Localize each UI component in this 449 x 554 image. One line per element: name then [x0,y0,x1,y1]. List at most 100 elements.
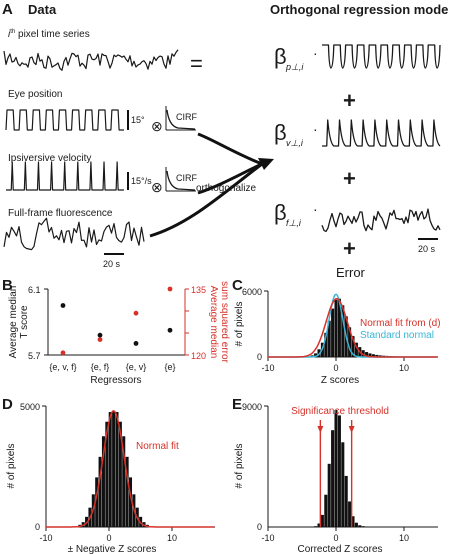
fluorescence-label: Full-frame fluorescence [8,208,113,219]
b-error-point [133,310,139,316]
panel-c-label: C [232,277,243,294]
panel-a-label: A [2,1,13,18]
c-xtick-1: -10 [261,363,274,373]
d-xlabel: ± Negative Z scores [68,544,157,554]
equals-sign: = [190,51,203,76]
svg-text:p⊥,i: p⊥,i [285,62,304,72]
eye-scale-label: 15° [131,115,145,125]
b-right-tick-120: 120 [191,351,206,361]
c-histogram-bar [368,353,372,357]
cirf-label-1: CIRF [176,112,197,122]
e-histogram-bar [361,526,365,527]
c-histogram-bar [334,299,338,357]
b-category-1: {e, v, f} [49,362,76,372]
c-histogram-bar [327,320,331,357]
d-xtick-2: 0 [106,533,111,543]
c-ytick-top: 6000 [242,287,262,297]
e-histogram-bar [314,526,318,527]
e-histogram-bar [341,442,345,527]
d-histogram-bar [115,412,119,527]
b-right-ylabel-2: sum squared error [219,281,230,363]
e-histogram-bar [317,523,321,527]
e-threshold-arrow [317,426,324,433]
e-xtick-2: 0 [333,533,338,543]
d-normal-fit-curve [46,410,215,528]
d-ytick-top: 5000 [20,402,40,412]
svg-text:β: β [274,44,287,69]
d-xtick-3: 10 [167,533,177,543]
d-legend-red: Normal fit [136,441,179,452]
model-position-trace [322,44,441,69]
b-left-tick-top: 6.1 [28,285,41,295]
c-histogram-bar [371,354,375,357]
c-histogram-bar [348,327,352,357]
b-t-score-point [97,332,103,338]
b-right-tick-135: 135 [191,285,206,295]
d-xtick-1: -10 [39,533,52,543]
plus-sign-1: + [343,88,356,113]
model-header: Orthogonal regression model [270,2,449,17]
e-histogram-bar [327,463,331,527]
orthogonalize-label: orthogonalize [196,183,256,194]
pixel-label: ith pixel time series [8,29,90,40]
b-left-ylabel-1: Average median [8,286,19,359]
time-bar-left-label: 20 s [103,259,121,269]
b-xlabel: Regressors [90,375,141,386]
e-histogram-bar [320,514,324,527]
beta-v-term: β v⊥,i · [274,120,318,148]
svg-text:·: · [313,45,318,61]
e-histogram-bar [337,415,341,527]
e-threshold-label: Significance threshold [291,406,389,417]
convolve-icon-1: ⊗ [151,118,163,134]
plus-sign-2: + [343,166,356,191]
d-histogram-bar [122,436,126,527]
d-histogram-bar [125,456,129,527]
c-histogram-bar [351,336,355,357]
svg-text:·: · [313,121,318,137]
c-xtick-3: 10 [399,363,409,373]
d-histogram-bar [118,421,122,527]
c-histogram-bar [375,354,379,357]
d-histogram-bar [108,412,112,527]
svg-text:·: · [313,201,318,217]
cirf-icon-1 [165,106,196,131]
c-legend-blue: Standard normal [360,330,434,341]
b-t-score-point [60,303,66,308]
b-t-score-point [167,327,173,333]
b-left-tick-bottom: 5.7 [28,351,41,361]
eye-position-label: Eye position [8,89,62,100]
b-error-point [167,286,173,292]
c-histogram-bar [354,342,358,357]
b-error-point [60,350,66,356]
c-histogram-bar [341,305,345,357]
panel-e-label: E [232,396,242,413]
c-legend-red: Normal fit from (d) [360,318,441,329]
d-histogram-bar [112,410,116,527]
eye-position-trace [5,109,124,131]
pixel-trace [3,49,179,71]
e-histogram-bar [354,522,358,527]
e-xtick-3: 10 [399,533,409,543]
d-histogram-bar [98,456,102,527]
e-significance-threshold-lines [317,420,355,527]
svg-text:v⊥,i: v⊥,i [286,138,304,148]
c-normal-fit-curve [268,297,438,358]
panel-b-label: B [2,277,13,294]
b-category-4: {e} [164,362,175,372]
e-ytick-bottom: 0 [257,522,262,532]
d-histogram [71,410,156,528]
velocity-trace [6,161,124,191]
e-histogram [314,410,372,528]
c-histogram-bar [365,352,369,357]
data-header: Data [28,2,57,17]
d-histogram-bar [105,421,109,527]
c-histogram-bar [337,298,341,357]
d-ylabel: # of pixels [6,443,17,488]
beta-f-term: β f⊥,i · [274,200,318,228]
e-histogram-bar [331,430,335,527]
c-xtick-2: 0 [333,363,338,373]
c-histogram-bar [324,332,328,357]
c-histogram-bar [361,350,365,357]
plus-sign-3: + [343,236,356,261]
e-xtick-1: -10 [261,533,274,543]
